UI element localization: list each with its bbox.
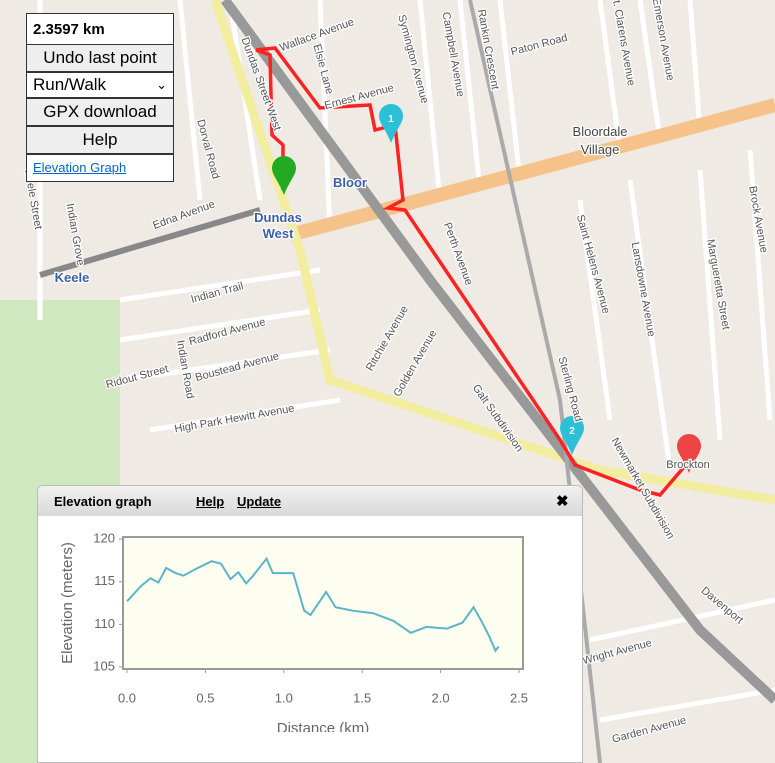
x-tick-label: 2.5 [510, 690, 528, 705]
map-label: Brockton [666, 459, 709, 471]
map-label: Dundas [254, 210, 302, 225]
x-tick-label: 1.0 [275, 690, 293, 705]
streets [37, 0, 775, 723]
end-marker[interactable] [677, 434, 701, 473]
marker-number: 1 [388, 114, 394, 125]
help-link[interactable]: Help [196, 494, 225, 509]
y-tick-label: 105 [93, 658, 115, 673]
distance: 2.3597 km [26, 13, 174, 45]
mode: Run/Walk [33, 75, 107, 94]
close-button[interactable]: ✖ [556, 493, 569, 510]
y-axis-label: Elevation (meters) [59, 542, 76, 664]
marker-number: 2 [569, 426, 575, 437]
x-tick-label: 2.0 [432, 690, 450, 705]
x-tick-label: 0.0 [118, 690, 136, 705]
update-link[interactable]: Update [237, 494, 282, 509]
x-axis-label: Distance (km) [277, 720, 370, 732]
gpx-button[interactable]: GPX download [26, 98, 174, 126]
elevation-link[interactable]: Elevation Graph [33, 160, 127, 175]
link-box: Elevation Graph [26, 154, 174, 182]
markers [272, 104, 701, 473]
elevation-panel: Elevation graph Help Update ✖ 105 110 115 1… [37, 485, 583, 763]
map-label: Bloordale [573, 124, 628, 139]
panel-title: Elevation graph [54, 494, 152, 509]
elevation-chart: 105 110 115 120 0.0 0.5 1.0 1.5 2.0 2.5 Distance (… [59, 530, 528, 732]
map-label: Keele [55, 270, 90, 285]
elevation-line [126, 556, 500, 653]
subway [39, 207, 261, 278]
waypoint-marker[interactable] [379, 104, 403, 143]
map-label: Village [581, 142, 620, 157]
y-tick-label: 110 [94, 616, 115, 631]
x-tick-label: 0.5 [196, 690, 214, 705]
railway [468, 0, 602, 763]
start-marker[interactable] [272, 156, 296, 195]
panel-header: Elevation graph Help Update ✖ [38, 486, 582, 516]
map-label: West [263, 226, 294, 241]
waypoint-marker[interactable] [560, 416, 584, 455]
mode-select[interactable]: Run/Walk ⌄ [26, 72, 174, 98]
bloor-street [288, 98, 775, 242]
undo-button[interactable]: Undo last point [26, 44, 174, 72]
x-tick-label: 1.5 [353, 690, 371, 705]
map-label: Bloor [333, 175, 367, 190]
help-button[interactable]: Help [26, 126, 174, 154]
y-tick-label: 120 [93, 530, 115, 545]
y-tick-label: 115 [94, 573, 115, 588]
dundas-street [210, 0, 775, 505]
plot-area [122, 536, 524, 670]
